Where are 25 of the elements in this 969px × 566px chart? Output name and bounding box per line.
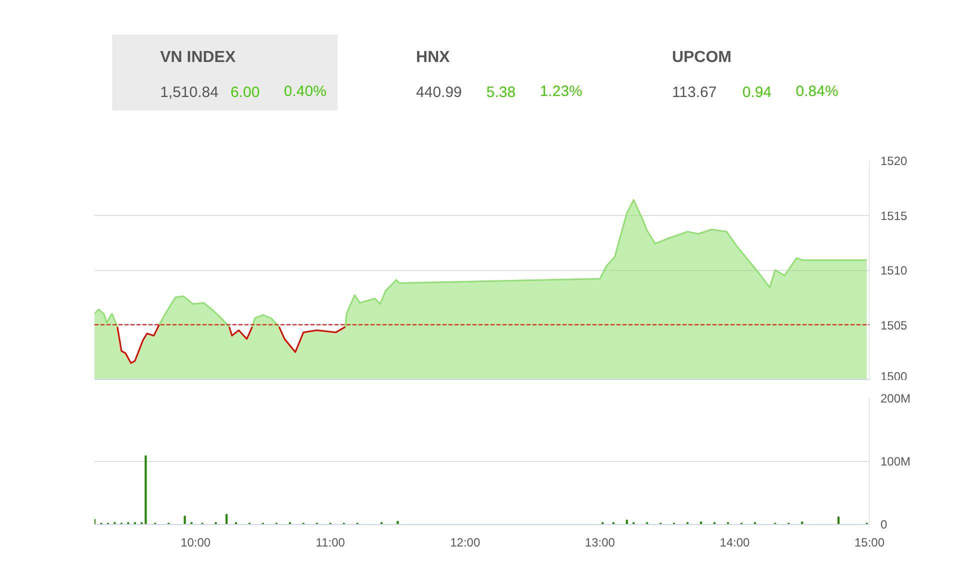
y-tick-label: 1505	[880, 318, 908, 332]
text: HNX	[416, 49, 450, 66]
x-tick-label: 14:00	[720, 536, 750, 550]
text: 5.38	[486, 84, 516, 101]
text: VN INDEX	[160, 49, 236, 66]
y-tick-label: 200M	[880, 392, 911, 406]
text: 440.99	[416, 84, 462, 101]
text: UPCOM	[672, 49, 732, 66]
x-tick-label: 13:00	[584, 536, 616, 550]
text: 113.67	[672, 84, 717, 101]
x-tick-label: 12:00	[450, 536, 480, 550]
y-tick-label: 0	[880, 518, 888, 532]
text: 1.23%	[540, 83, 582, 100]
text: 0.84%	[796, 83, 838, 100]
x-tick-label: 11:00	[316, 536, 346, 550]
x-tick-label: 10:00	[180, 536, 211, 550]
text: 0.40%	[284, 83, 326, 100]
text: 1,510.84	[160, 84, 218, 101]
y-tick-label: 1515	[880, 208, 908, 223]
y-tick-label: 1510	[880, 264, 908, 278]
text: 0.94	[742, 84, 772, 101]
y-tick-label: 1520	[880, 154, 908, 168]
x-tick-label: 15:00	[854, 536, 885, 550]
y-tick-label: 100M	[880, 454, 911, 468]
text: 6.00	[230, 84, 260, 101]
